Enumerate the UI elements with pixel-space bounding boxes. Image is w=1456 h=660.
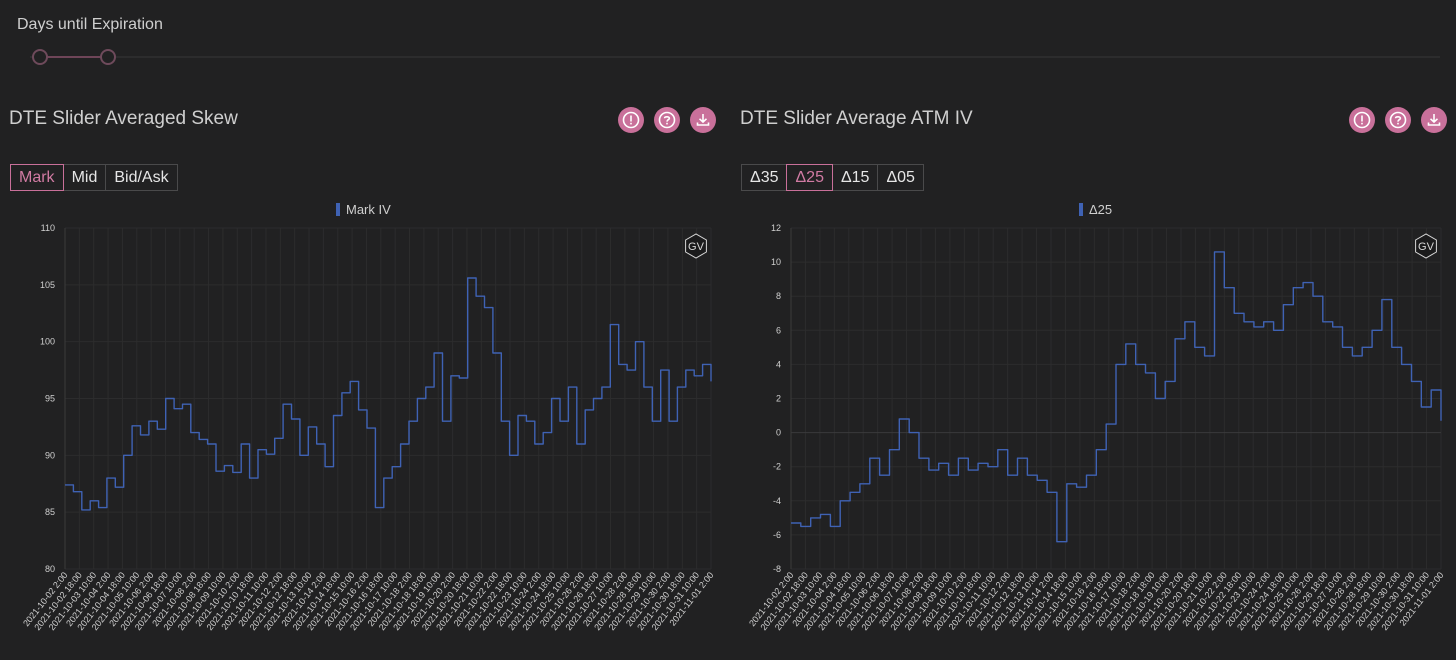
question-circle-icon	[1389, 111, 1407, 129]
y-tick-label: 100	[40, 337, 55, 347]
delta-toggle: Δ35 Δ25 Δ15 Δ05	[741, 164, 924, 191]
help-button[interactable]	[654, 107, 680, 133]
dte-slider-handle-max[interactable]	[100, 49, 116, 65]
help-button[interactable]	[1385, 107, 1411, 133]
y-tick-label: 2	[776, 394, 781, 404]
panel-title: DTE Slider Averaged Skew	[9, 108, 238, 129]
gv-badge-text: GV	[688, 241, 705, 253]
mid-button[interactable]: Mid	[62, 164, 107, 191]
legend-swatch	[336, 203, 340, 216]
info-circle-icon	[1353, 111, 1371, 129]
gv-badge-hexagon	[1415, 233, 1437, 259]
legend-label: Mark IV	[346, 202, 391, 217]
y-tick-label: 85	[45, 507, 55, 517]
y-tick-label: 105	[40, 280, 55, 290]
dte-slider-range	[40, 56, 108, 58]
delta-25-button[interactable]: Δ25	[786, 164, 833, 191]
skew-panel: DTE Slider Averaged Skew Mark Mid Bid/As…	[0, 96, 718, 660]
y-tick-label: -6	[773, 530, 781, 540]
info-button[interactable]	[1349, 107, 1375, 133]
chart-legend[interactable]: Δ25	[1079, 202, 1112, 217]
download-icon	[1427, 114, 1441, 126]
download-icon	[696, 114, 710, 126]
y-tick-label: 10	[771, 257, 781, 267]
mark-button[interactable]: Mark	[10, 164, 64, 191]
y-tick-label: 90	[45, 450, 55, 460]
delta-15-button[interactable]: Δ15	[831, 164, 879, 191]
y-tick-label: 6	[776, 325, 781, 335]
chart-legend[interactable]: Mark IV	[336, 202, 391, 217]
dte-slider-label: Days until Expiration	[17, 16, 163, 33]
delta-05-button[interactable]: Δ05	[877, 164, 924, 191]
gv-badge-hexagon	[685, 233, 707, 259]
legend-label: Δ25	[1089, 202, 1113, 217]
y-tick-label: 110	[41, 223, 55, 233]
price-type-toggle: Mark Mid Bid/Ask	[10, 164, 178, 191]
y-tick-label: 95	[45, 394, 55, 404]
y-tick-label: -2	[773, 462, 781, 472]
series-line	[65, 277, 712, 511]
dte-slider-handle-min[interactable]	[32, 49, 48, 65]
info-circle-icon	[622, 111, 640, 129]
y-tick-label: 0	[776, 428, 781, 438]
y-tick-label: -8	[773, 564, 781, 574]
series-line	[791, 251, 1442, 543]
y-tick-label: 8	[776, 291, 781, 301]
question-circle-icon	[658, 111, 676, 129]
delta-35-button[interactable]: Δ35	[741, 164, 788, 191]
legend-swatch	[1079, 203, 1083, 216]
gv-badge: GV	[1415, 233, 1437, 259]
y-tick-label: 12	[771, 223, 781, 233]
y-tick-label: 4	[776, 359, 781, 369]
y-tick-label: 80	[45, 564, 55, 574]
info-button[interactable]	[618, 107, 644, 133]
dte-slider-track[interactable]	[30, 56, 1440, 58]
download-button[interactable]	[690, 107, 716, 133]
gv-badge: GV	[685, 233, 707, 259]
atm-iv-panel: DTE Slider Average ATM IV Δ35 Δ25 Δ15 Δ0…	[731, 96, 1449, 660]
bid-ask-button[interactable]: Bid/Ask	[105, 164, 178, 191]
download-button[interactable]	[1421, 107, 1447, 133]
y-tick-label: -4	[773, 496, 781, 506]
panel-title: DTE Slider Average ATM IV	[740, 108, 973, 129]
gv-badge-text: GV	[1418, 241, 1435, 253]
